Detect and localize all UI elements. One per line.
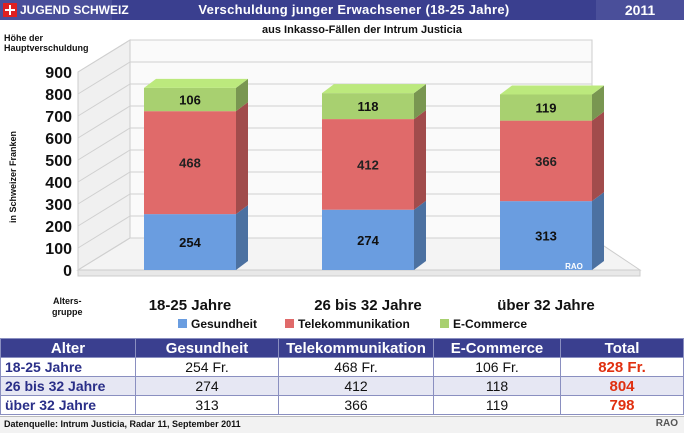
year-badge: 2011 xyxy=(596,0,684,20)
bar-segment xyxy=(322,93,414,120)
category-label: 26 bis 32 Jahre xyxy=(314,297,422,314)
header-bar xyxy=(0,0,684,20)
bar-segment xyxy=(500,120,592,202)
cell-total: 828 Fr. xyxy=(560,357,684,377)
cell-telekommunikation: 412 xyxy=(278,376,434,396)
bar-side xyxy=(236,102,248,215)
bar-side xyxy=(592,111,604,202)
gridline xyxy=(77,149,131,183)
data-label: 118 xyxy=(358,99,379,114)
category-label: 18-25 Jahre xyxy=(149,297,232,314)
bar-side xyxy=(592,192,604,270)
data-label: 366 xyxy=(535,154,557,169)
table-row: über 32 Jahre 313 366 119 798 xyxy=(0,395,684,415)
y-tick-label: 0 xyxy=(63,263,72,280)
y-tick-label: 900 xyxy=(45,65,72,82)
floor-edge xyxy=(77,269,641,277)
cell-ecommerce: 119 xyxy=(433,395,561,415)
table-row: 26 bis 32 Jahre 274 412 118 804 xyxy=(0,376,684,396)
gridline xyxy=(77,105,131,139)
swiss-cross-icon xyxy=(3,3,17,17)
cell-ecommerce: 106 Fr. xyxy=(433,357,561,377)
y-tick-label: 600 xyxy=(45,131,72,148)
data-label: 119 xyxy=(536,101,557,116)
table-header-cell: E-Commerce xyxy=(433,338,561,358)
watermark: RAO xyxy=(565,262,583,271)
y-axis-title: Höhe der Hauptverschuldung xyxy=(4,33,89,53)
bar-segment xyxy=(322,209,414,270)
row-label: 26 bis 32 Jahre xyxy=(0,376,136,396)
chart-subtitle: aus Inkasso-Fällen der Intrum Justicia xyxy=(262,24,462,36)
brand-badge: JUGEND SCHWEIZ xyxy=(0,0,129,20)
data-label: 254 xyxy=(179,235,201,250)
cell-total: 804 xyxy=(560,376,684,396)
gridline xyxy=(77,171,131,205)
table-header-cell: Gesundheit xyxy=(135,338,279,358)
legend-swatch xyxy=(440,319,449,328)
bar-top xyxy=(322,84,426,94)
bar-side xyxy=(414,200,426,270)
y-tick-label: 100 xyxy=(45,241,72,258)
data-label: 412 xyxy=(357,157,379,172)
cell-telekommunikation: 366 xyxy=(278,395,434,415)
gridline xyxy=(77,127,131,161)
x-axis-label: Alters- gruppe xyxy=(52,296,83,317)
table-header-cell: Alter xyxy=(0,338,136,358)
bar-segment xyxy=(500,94,592,121)
bar-side xyxy=(414,110,426,210)
gridline xyxy=(77,237,131,271)
bar-side xyxy=(236,205,248,270)
table-header-cell: Total xyxy=(560,338,684,358)
y-tick-label: 500 xyxy=(45,153,72,170)
bar-top xyxy=(500,85,604,95)
table-header-cell: Telekommunikation xyxy=(278,338,434,358)
cell-gesundheit: 274 xyxy=(135,376,279,396)
legend-swatch xyxy=(178,319,187,328)
y-tick-label: 800 xyxy=(45,87,72,104)
cell-gesundheit: 313 xyxy=(135,395,279,415)
data-source: Datenquelle: Intrum Justicia, Radar 11, … xyxy=(4,419,241,429)
gridline xyxy=(77,61,131,95)
legend-label: E-Commerce xyxy=(453,317,527,331)
legend-label: Telekommunikation xyxy=(298,317,410,331)
data-label: 313 xyxy=(535,229,557,244)
data-label: 106 xyxy=(179,93,201,108)
row-label: über 32 Jahre xyxy=(0,395,136,415)
legend-swatch xyxy=(285,319,294,328)
bar-segment xyxy=(144,87,236,112)
cell-telekommunikation: 468 Fr. xyxy=(278,357,434,377)
cell-total: 798 xyxy=(560,395,684,415)
bar-side xyxy=(592,85,604,121)
y-tick-label: 300 xyxy=(45,197,72,214)
table-row: 18-25 Jahre 254 Fr. 468 Fr. 106 Fr. 828 … xyxy=(0,357,684,377)
cell-gesundheit: 254 Fr. xyxy=(135,357,279,377)
bar-segment xyxy=(144,214,236,270)
page-title: Verschuldung junger Erwachsener (18-25 J… xyxy=(198,2,510,17)
category-label: über 32 Jahre xyxy=(497,297,595,314)
stacked-bar-chart: 0 100 200 300 400 500 600 700 800 900 254 468 106 18-… xyxy=(45,39,642,331)
bar-segment xyxy=(500,201,592,270)
gridline xyxy=(77,39,131,73)
credit-label: RAO xyxy=(655,418,678,429)
cell-ecommerce: 118 xyxy=(433,376,561,396)
bar-segment xyxy=(144,111,236,215)
bar-segment xyxy=(322,119,414,210)
legend-label: Gesundheit xyxy=(191,317,257,331)
y-tick-label: 200 xyxy=(45,219,72,236)
bar-top xyxy=(144,78,248,88)
brand-name: JUGEND SCHWEIZ xyxy=(20,3,129,17)
gridline xyxy=(77,83,131,117)
data-label: 468 xyxy=(179,156,201,171)
gridline xyxy=(77,215,131,249)
data-table: Alter Gesundheit Telekommunikation E-Com… xyxy=(0,338,684,415)
bar-side xyxy=(236,78,248,112)
gridline xyxy=(77,193,131,227)
row-label: 18-25 Jahre xyxy=(0,357,136,377)
data-label: 274 xyxy=(357,233,379,248)
footer-bar: Datenquelle: Intrum Justicia, Radar 11, … xyxy=(0,416,684,433)
bar-side xyxy=(414,84,426,120)
y-tick-label: 700 xyxy=(45,109,72,126)
y-tick-label: 400 xyxy=(45,175,72,192)
table-header-row: Alter Gesundheit Telekommunikation E-Com… xyxy=(0,338,684,358)
